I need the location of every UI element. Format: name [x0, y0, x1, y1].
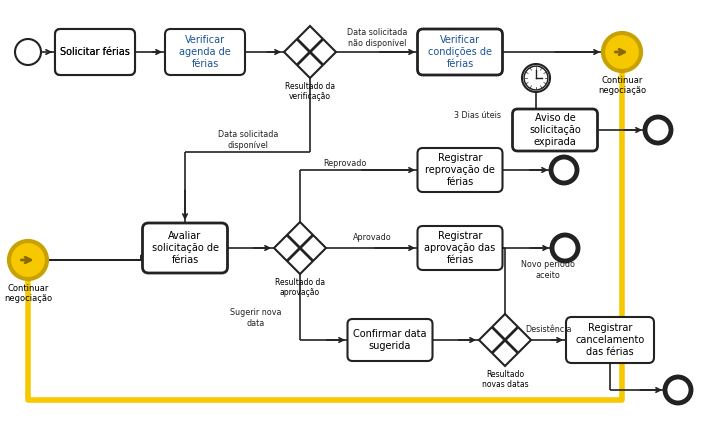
FancyBboxPatch shape: [142, 223, 227, 273]
Text: Continuar
negociação: Continuar negociação: [598, 76, 646, 95]
FancyBboxPatch shape: [513, 109, 598, 151]
Circle shape: [603, 33, 641, 71]
Text: Registrar
reprovação de
férias: Registrar reprovação de férias: [425, 153, 495, 187]
Text: Confirmar data
sugerida: Confirmar data sugerida: [353, 329, 427, 351]
Circle shape: [645, 117, 671, 143]
FancyBboxPatch shape: [417, 226, 503, 270]
Text: Novo período
aceito: Novo período aceito: [521, 260, 575, 279]
Text: Resultado da
aprovação: Resultado da aprovação: [275, 278, 325, 297]
Polygon shape: [274, 222, 326, 274]
Text: Verificar
condições de
férias: Verificar condições de férias: [428, 36, 492, 69]
Circle shape: [551, 157, 577, 183]
Text: Avaliar
solicitação de
férias: Avaliar solicitação de férias: [151, 231, 218, 265]
FancyBboxPatch shape: [55, 29, 135, 75]
Text: Sugerir nova
data: Sugerir nova data: [230, 308, 282, 328]
FancyBboxPatch shape: [165, 29, 245, 75]
Circle shape: [15, 39, 41, 65]
Text: Continuar
negociação: Continuar negociação: [4, 284, 52, 303]
FancyBboxPatch shape: [566, 317, 654, 363]
Text: 3 Dias úteis: 3 Dias úteis: [455, 112, 501, 121]
Text: Aviso de
solicitação
expirada: Aviso de solicitação expirada: [529, 113, 581, 147]
Text: Data solicitada
não disponível: Data solicitada não disponível: [347, 28, 407, 48]
Text: Registrar
aprovação das
férias: Registrar aprovação das férias: [425, 231, 496, 265]
Polygon shape: [284, 26, 336, 78]
FancyBboxPatch shape: [55, 29, 135, 75]
Polygon shape: [479, 314, 531, 366]
Text: Data solicitada
disponível: Data solicitada disponível: [218, 130, 278, 150]
Circle shape: [552, 235, 578, 261]
FancyBboxPatch shape: [348, 319, 432, 361]
Text: Registrar
cancelamento
das férias: Registrar cancelamento das férias: [575, 323, 645, 357]
Text: Reprovado: Reprovado: [323, 158, 367, 168]
Circle shape: [9, 241, 47, 279]
Text: Verificar
agenda de
férias: Verificar agenda de férias: [179, 36, 231, 69]
Text: Desistência: Desistência: [526, 326, 572, 335]
Circle shape: [522, 64, 550, 92]
Text: Aprovado: Aprovado: [353, 233, 391, 243]
FancyBboxPatch shape: [417, 29, 503, 75]
FancyBboxPatch shape: [417, 148, 503, 192]
Circle shape: [665, 377, 691, 403]
Text: Resultado
novas datas: Resultado novas datas: [482, 370, 528, 389]
Text: Solicitar férias: Solicitar férias: [60, 47, 130, 57]
Text: Solicitar férias: Solicitar férias: [60, 47, 130, 57]
Text: Resultado da
verificação: Resultado da verificação: [285, 82, 335, 102]
